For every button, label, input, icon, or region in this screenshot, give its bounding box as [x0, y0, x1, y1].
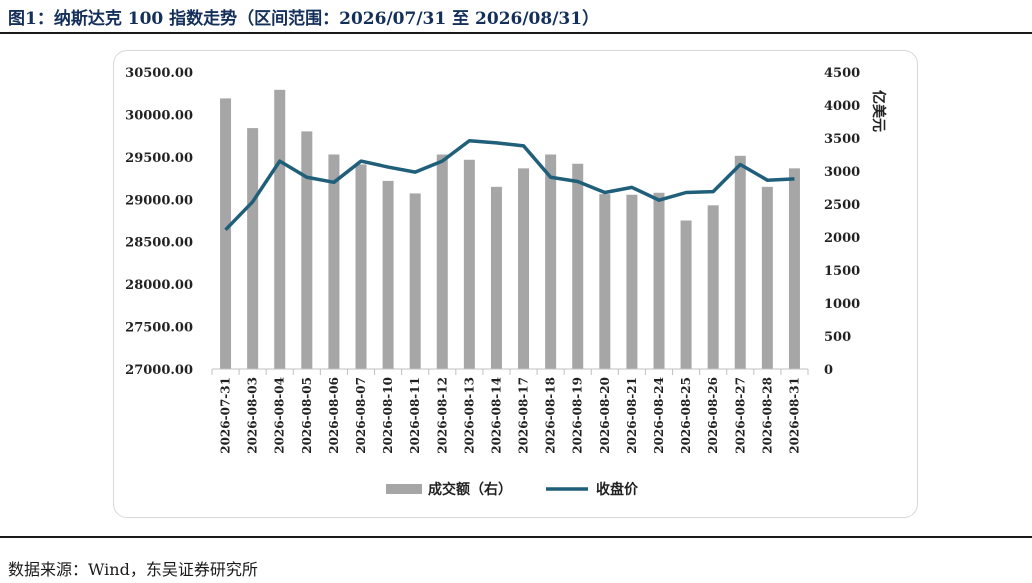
top-rule [0, 32, 1032, 34]
y-axis-right: 0 500 1000 1500 2000 2500 3000 3500 4000 4500 [824, 66, 860, 378]
x-tick-label: 2026-08-05 [300, 377, 314, 454]
y-left-tick-label: 29000.00 [125, 193, 193, 208]
x-tick-label: 2026-08-18 [544, 377, 558, 454]
bar-2026-08-26 [707, 205, 719, 369]
x-tick-label: 2026-08-19 [571, 377, 585, 454]
figure-title: 图1：纳斯达克 100 指数走势（区间范围：2026/07/31 至 2026/… [8, 9, 600, 29]
y-axis-left: 27000.00 27500.00 28000.00 28500.00 29000.00… [125, 66, 193, 378]
x-tick-label: 2026-08-31 [787, 377, 801, 454]
y-left-tick-label: 28000.00 [125, 278, 193, 293]
y-left-tick-label: 29500.00 [125, 151, 193, 166]
y-left-tick-label: 30500.00 [125, 66, 193, 81]
y-right-tick-label: 3500 [824, 132, 860, 147]
x-tick-label: 2026-08-07 [354, 377, 368, 454]
bottom-rule [0, 536, 1032, 538]
bar-2026-08-12 [436, 154, 448, 369]
bar-2026-08-25 [680, 220, 692, 369]
y-right-tick-label: 4000 [824, 99, 860, 114]
line-series [224, 138, 795, 232]
x-tick-label: 2026-08-12 [435, 377, 449, 454]
x-tick-label: 2026-08-25 [679, 377, 693, 454]
legend-bar-swatch [386, 484, 422, 494]
bar-2026-08-07 [355, 164, 367, 369]
x-tick-label: 2026-08-04 [273, 377, 287, 454]
bar-2026-08-28 [761, 186, 773, 369]
y-right-tick-label: 0 [824, 363, 833, 378]
x-tick-label: 2026-08-21 [625, 377, 639, 454]
x-tick-label: 2026-08-17 [517, 377, 531, 454]
y-right-tick-label: 2000 [824, 231, 860, 246]
y-right-tick-label: 500 [824, 330, 851, 345]
y-left-tick-label: 27500.00 [125, 321, 193, 336]
x-tick-label: 2026-08-06 [327, 377, 341, 454]
x-tick-label: 2026-08-24 [652, 377, 666, 454]
bar-2026-08-11 [409, 193, 421, 369]
x-tick-label: 2026-08-13 [462, 377, 476, 454]
bar-series [220, 89, 800, 370]
bar-2026-08-19 [572, 163, 584, 369]
y-left-tick-label: 28500.00 [125, 236, 193, 251]
legend-line-label: 收盘价 [596, 481, 639, 498]
y-left-tick-label: 27000.00 [125, 363, 193, 378]
close-price-line [224, 138, 795, 232]
bar-2026-08-20 [599, 194, 611, 369]
bar-2026-08-05 [301, 131, 313, 369]
legend-bar-label: 成交额（右） [428, 481, 512, 498]
bar-2026-08-13 [463, 159, 475, 369]
x-tick-label: 2026-08-28 [760, 377, 774, 454]
y-axis-right-title: 亿美元 [870, 90, 887, 132]
bar-2026-08-03 [247, 128, 259, 369]
bar-2026-08-27 [734, 155, 746, 369]
y-right-tick-label: 3000 [824, 165, 860, 180]
x-tick-label: 2026-08-03 [246, 377, 260, 454]
x-tick-label: 2026-08-20 [598, 377, 612, 454]
y-right-tick-label: 4500 [824, 66, 860, 81]
y-left-tick-label: 30000.00 [125, 108, 193, 123]
bar-2026-08-24 [653, 192, 665, 369]
bar-2026-08-31 [788, 168, 800, 369]
bar-2026-08-17 [518, 168, 530, 369]
y-right-tick-label: 1000 [824, 297, 860, 312]
bar-2026-08-14 [490, 186, 502, 369]
bar-2026-08-21 [626, 194, 638, 369]
x-tick-label: 2026-07-31 [219, 377, 233, 454]
bar-2026-08-18 [545, 154, 557, 369]
x-tick-label: 2026-08-14 [489, 377, 503, 454]
x-tick-label: 2026-08-11 [408, 377, 422, 454]
bar-2026-08-06 [328, 154, 340, 369]
y-right-tick-label: 2500 [824, 198, 860, 213]
bar-2026-08-10 [382, 180, 394, 369]
x-axis: 2026-07-31 2026-08-03 2026-08-04 2026-08-05… [211, 368, 809, 454]
bar-2026-07-31 [220, 98, 232, 370]
x-tick-label: 2026-08-26 [706, 377, 720, 454]
source-note: 数据来源：Wind，东吴证券研究所 [8, 560, 258, 579]
legend: 成交额（右） 收盘价 [386, 481, 639, 498]
bar-2026-08-04 [274, 89, 286, 369]
x-tick-label: 2026-08-10 [381, 377, 395, 454]
y-right-tick-label: 1500 [824, 264, 860, 279]
x-tick-label: 2026-08-27 [733, 377, 747, 454]
